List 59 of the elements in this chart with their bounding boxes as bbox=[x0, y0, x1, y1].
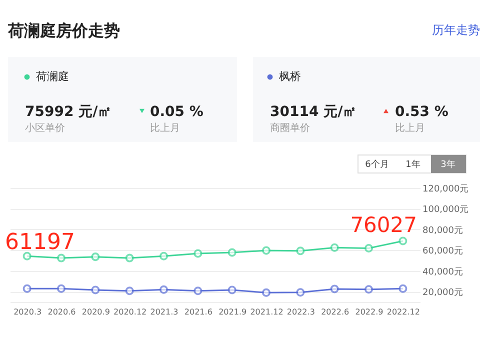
y-tick-label: 60,000元 bbox=[422, 246, 463, 257]
legend-label: 枫桥 bbox=[279, 70, 301, 83]
text: 3年 bbox=[440, 159, 456, 170]
y-tick-label: 80,000元 bbox=[422, 224, 463, 236]
text: 小区单价 bbox=[25, 122, 65, 134]
point bbox=[194, 249, 202, 258]
annotation: 76027 bbox=[350, 213, 417, 237]
text: 1年 bbox=[406, 159, 420, 170]
x-tick-label: 2020.6 bbox=[48, 308, 76, 316]
point bbox=[296, 246, 305, 256]
text: 比上月 bbox=[150, 122, 180, 134]
x-tick-label: 2022.9 bbox=[355, 308, 384, 316]
point bbox=[125, 254, 134, 262]
text: 历年走势 bbox=[432, 23, 480, 37]
point bbox=[228, 248, 236, 257]
point bbox=[262, 288, 271, 297]
x-tick-label: 2020.9 bbox=[82, 308, 110, 316]
point bbox=[56, 254, 66, 262]
point bbox=[398, 284, 408, 293]
text: 30114 元/㎡ bbox=[270, 104, 357, 120]
text: 6个月 bbox=[365, 159, 389, 170]
point bbox=[330, 243, 339, 252]
text: 比上月 bbox=[395, 122, 425, 134]
point bbox=[364, 285, 374, 294]
x-tick-label: 2022.6 bbox=[321, 308, 350, 316]
point bbox=[91, 286, 100, 294]
x-tick-label: 2021.12 bbox=[250, 308, 284, 316]
x-tick-label: 2021.9 bbox=[218, 308, 247, 316]
chart-title: 荷澜庭房价走势 bbox=[7, 21, 120, 40]
point bbox=[159, 285, 168, 294]
x-tick-label: 2022.12 bbox=[386, 308, 420, 316]
text: 0.05 % bbox=[150, 104, 204, 120]
legend-label: 荷澜庭 bbox=[36, 70, 69, 83]
x-tick-label: 2021.6 bbox=[184, 308, 212, 316]
point bbox=[125, 286, 134, 296]
point bbox=[262, 246, 271, 255]
y-tick-label: 100,000元 bbox=[422, 204, 469, 216]
text: 75992 元/㎡ bbox=[25, 104, 112, 120]
x-tick-label: 2020.12 bbox=[114, 308, 147, 316]
point bbox=[398, 236, 408, 246]
y-tick-label: 20,000元 bbox=[422, 287, 463, 298]
point bbox=[91, 252, 100, 262]
x-tick-label: 2022.3 bbox=[286, 308, 315, 316]
x-tick-label: 2021.3 bbox=[150, 308, 178, 316]
point bbox=[159, 252, 168, 260]
point bbox=[296, 288, 305, 297]
point bbox=[56, 284, 66, 293]
text: 商圈单价 bbox=[270, 122, 310, 134]
point bbox=[364, 244, 374, 252]
point bbox=[228, 286, 236, 294]
point bbox=[194, 286, 202, 296]
y-tick-label: 40,000元 bbox=[422, 266, 463, 278]
x-tick-label: 2020.3 bbox=[14, 308, 42, 316]
point bbox=[22, 284, 32, 293]
point bbox=[330, 284, 339, 294]
annotation: 61197 bbox=[5, 230, 75, 255]
point bbox=[22, 252, 32, 260]
y-tick-label: 120,000元 bbox=[422, 184, 469, 194]
text: 0.53 % bbox=[395, 104, 448, 120]
